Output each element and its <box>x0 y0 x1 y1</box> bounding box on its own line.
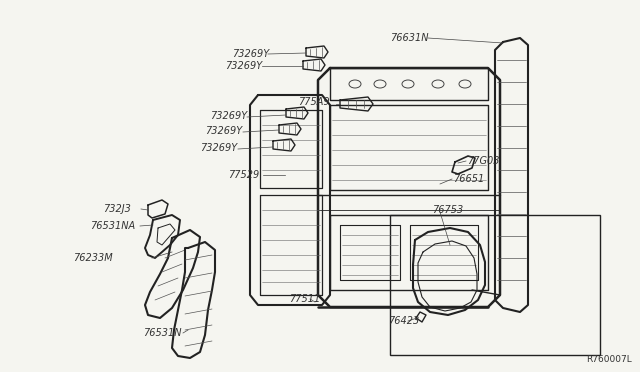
Text: 73269Y: 73269Y <box>210 111 247 121</box>
Text: 77511: 77511 <box>289 294 320 304</box>
Text: 76233M: 76233M <box>73 253 113 263</box>
Text: 76423: 76423 <box>388 316 419 326</box>
Text: 76651: 76651 <box>453 174 484 184</box>
Text: 732J3: 732J3 <box>103 204 131 214</box>
Text: 77529: 77529 <box>228 170 259 180</box>
Text: 76531NA: 76531NA <box>90 221 135 231</box>
Text: 775A9: 775A9 <box>298 97 330 107</box>
Text: 73269Y: 73269Y <box>225 61 262 71</box>
Text: 76531N: 76531N <box>143 328 182 338</box>
Text: R760007L: R760007L <box>586 355 632 364</box>
Text: 76631N: 76631N <box>390 33 429 43</box>
Text: 73269Y: 73269Y <box>205 126 243 136</box>
Bar <box>390 215 600 355</box>
Text: 73269Y: 73269Y <box>200 143 237 153</box>
Text: 77G03: 77G03 <box>467 156 499 166</box>
Text: 73269Y: 73269Y <box>232 49 269 59</box>
Text: 76753: 76753 <box>432 205 463 215</box>
